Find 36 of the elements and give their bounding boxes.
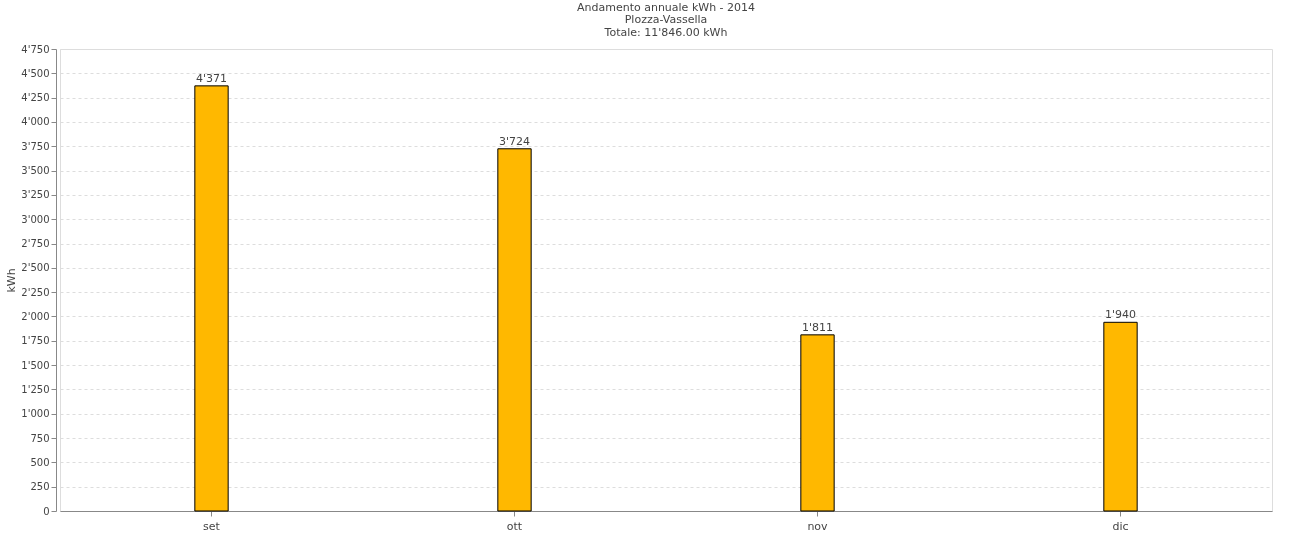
y-tick-label: 3'750 — [21, 140, 50, 152]
bar — [194, 85, 229, 512]
y-tick-label: 3'250 — [21, 189, 50, 201]
x-tick-label: nov — [807, 519, 829, 533]
x-tick-label: set — [203, 519, 221, 533]
x-tick-label: dic — [1112, 519, 1129, 533]
y-axis-title: kWh — [5, 268, 19, 293]
y-tick-label: 4'750 — [21, 43, 50, 55]
data-label: 1'940 — [1104, 308, 1137, 322]
y-tick-label: 4'000 — [21, 116, 50, 128]
y-tick-label: 500 — [30, 456, 50, 468]
y-tick-label: 3'500 — [21, 165, 50, 177]
y-tick-label: 1'000 — [21, 408, 50, 420]
y-tick-label: 4'250 — [21, 92, 50, 104]
bar — [800, 334, 835, 512]
chart-title: Andamento annuale kWh - 2014 — [576, 1, 756, 14]
data-label: 1'811 — [801, 320, 834, 334]
bar — [497, 148, 532, 512]
y-tick-label: 250 — [30, 481, 50, 493]
text: Totale: 11'846.00 kWh — [603, 26, 728, 39]
x-tick-label: ott — [506, 519, 523, 533]
y-tick-label: 2'250 — [21, 286, 50, 298]
y-tick-label: 4'500 — [21, 67, 50, 79]
data-label: 4'371 — [195, 71, 228, 85]
y-tick-label: 750 — [30, 432, 50, 444]
y-tick-label: 0 — [43, 505, 50, 517]
chart-subtitle: Plozza-Vassella — [624, 13, 708, 26]
y-tick-label: 1'750 — [21, 335, 50, 347]
y-tick-label: 1'500 — [21, 359, 50, 371]
y-tick-label: 2'500 — [21, 262, 50, 274]
bar — [1103, 321, 1138, 512]
y-tick-label: 2'000 — [21, 310, 50, 322]
y-tick-label: 3'000 — [21, 213, 50, 225]
data-label: 3'724 — [498, 134, 531, 148]
y-tick-label: 1'250 — [21, 383, 50, 395]
y-tick-label: 2'750 — [21, 238, 50, 250]
